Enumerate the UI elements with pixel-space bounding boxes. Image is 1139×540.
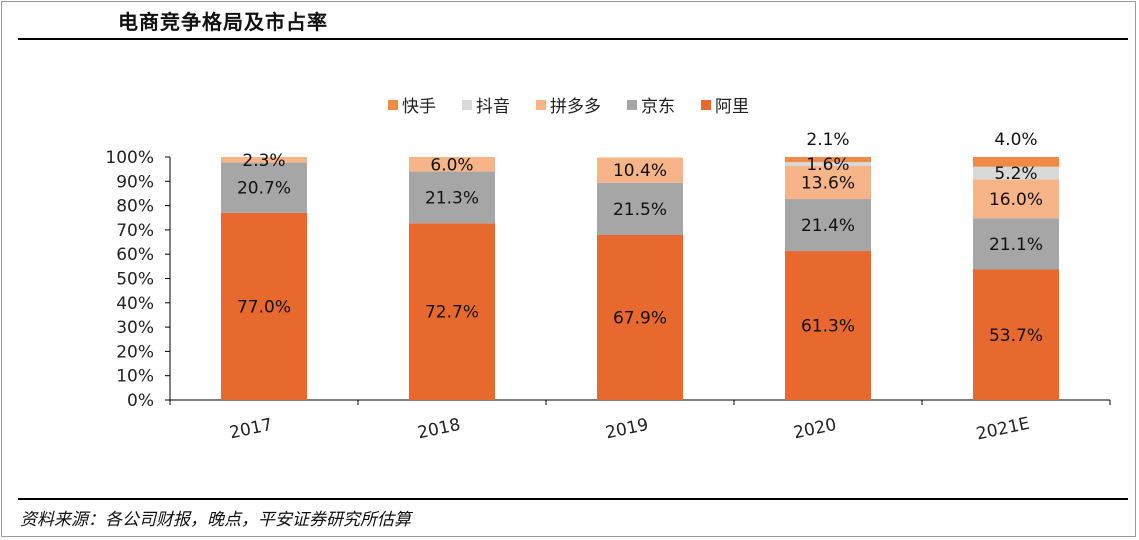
data-label: 2.1% bbox=[806, 130, 849, 150]
legend: 快手 抖音 拼多多 京东 阿里 bbox=[388, 92, 749, 117]
legend-label: 阿里 bbox=[715, 97, 749, 117]
legend-swatch bbox=[388, 99, 398, 110]
bar-segment bbox=[409, 157, 495, 172]
bar-segment bbox=[597, 182, 683, 236]
bar-segment bbox=[597, 157, 683, 183]
bar-segment bbox=[785, 162, 871, 166]
y-tick-label: 70% bbox=[116, 221, 154, 241]
legend-label: 抖音 bbox=[476, 97, 510, 117]
bar-segment bbox=[221, 212, 307, 400]
x-tick-label: 2018 bbox=[416, 415, 462, 444]
y-tick-label: 60% bbox=[116, 245, 154, 265]
y-tick-label: 30% bbox=[116, 318, 154, 338]
data-label: 6.0% bbox=[430, 155, 473, 175]
data-label: 4.0% bbox=[994, 130, 1037, 150]
legend-item: 京东 bbox=[627, 92, 675, 117]
data-label: 21.4% bbox=[801, 216, 855, 236]
y-tick-label: 20% bbox=[116, 342, 154, 362]
legend-item: 拼多多 bbox=[536, 92, 601, 117]
legend-label: 快手 bbox=[402, 97, 436, 117]
data-label: 1.6% bbox=[806, 155, 849, 175]
data-label: 21.5% bbox=[613, 200, 667, 220]
y-tick-label: 100% bbox=[105, 148, 154, 168]
bar-segment bbox=[785, 199, 871, 252]
legend-label: 拼多多 bbox=[550, 97, 601, 117]
y-tick-label: 50% bbox=[116, 270, 154, 290]
bar-segment bbox=[221, 162, 307, 213]
bottom-rule bbox=[18, 498, 1128, 500]
legend-label: 京东 bbox=[641, 97, 675, 117]
legend-swatch bbox=[462, 99, 472, 110]
data-label: 67.9% bbox=[613, 309, 667, 329]
legend-swatch bbox=[701, 99, 711, 110]
x-tick-label: 2019 bbox=[604, 415, 650, 444]
stacked-bar-chart: 0% 10% 20% 30% 40% 50% 60% 70% 80% 90% 100% 2017 201… bbox=[105, 130, 1111, 445]
y-tick-label: 90% bbox=[116, 172, 154, 192]
data-label: 13.6% bbox=[801, 174, 855, 194]
chart-title: 电商竞争格局及市占率 bbox=[118, 10, 328, 34]
y-tick-label: 0% bbox=[127, 391, 154, 411]
x-tick-label: 2020 bbox=[792, 415, 838, 444]
bar-segment bbox=[785, 157, 871, 163]
data-label: 5.2% bbox=[994, 164, 1037, 184]
data-label: 16.0% bbox=[989, 190, 1043, 210]
bar-segment bbox=[973, 218, 1059, 270]
y-tick-label: 80% bbox=[116, 197, 154, 217]
data-label: 21.1% bbox=[989, 235, 1043, 255]
bar-segment bbox=[973, 179, 1059, 219]
top-rule bbox=[18, 38, 1128, 40]
source-note: 资料来源：各公司财报，晚点，平安证券研究所估算 bbox=[20, 510, 411, 530]
legend-item: 抖音 bbox=[462, 92, 510, 117]
x-tick-label: 2017 bbox=[228, 415, 274, 444]
legend-swatch bbox=[627, 99, 637, 110]
legend-item: 阿里 bbox=[701, 92, 749, 117]
legend-item: 快手 bbox=[388, 92, 436, 117]
bar-segment bbox=[597, 235, 683, 400]
data-label: 21.3% bbox=[425, 188, 479, 208]
x-tick-label: 2021E bbox=[974, 414, 1031, 445]
data-label: 61.3% bbox=[801, 317, 855, 337]
data-label: 20.7% bbox=[237, 179, 291, 199]
data-label: 10.4% bbox=[613, 161, 667, 181]
bar-segment bbox=[973, 269, 1059, 400]
y-tick-label: 10% bbox=[116, 367, 154, 387]
bar-segment bbox=[785, 165, 871, 200]
bar-segment bbox=[785, 251, 871, 400]
legend-swatch bbox=[536, 99, 546, 110]
bar-segment bbox=[973, 166, 1059, 180]
data-label: 53.7% bbox=[989, 326, 1043, 346]
bar-segment bbox=[221, 157, 307, 163]
y-tick-label: 40% bbox=[116, 294, 154, 314]
bar-segment bbox=[973, 157, 1059, 167]
data-label: 77.0% bbox=[237, 297, 291, 317]
bar-segment bbox=[409, 171, 495, 224]
data-label: 72.7% bbox=[425, 303, 479, 323]
data-label: 2.3% bbox=[242, 151, 285, 171]
bar-segment bbox=[409, 223, 495, 400]
